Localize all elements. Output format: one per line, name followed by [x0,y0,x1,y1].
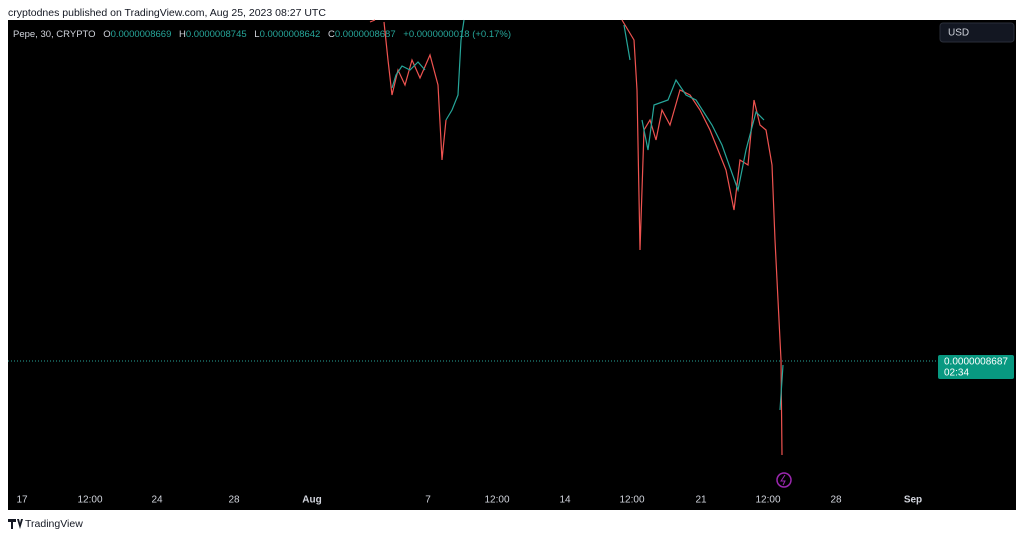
chart-area [8,20,1016,510]
brand-logo [8,519,23,529]
event-icon[interactable] [776,472,792,488]
x-tick-label: 7 [425,495,431,506]
x-axis: 17 12:00 24 28 Aug 7 12:00 14 12:00 21 1… [16,495,922,506]
x-tick-label: 21 [695,495,707,506]
price-label-box [938,355,1014,379]
brand[interactable]: TradingView [25,518,83,530]
currency[interactable]: USD [948,28,969,39]
c-label: C [328,29,335,40]
l-value: 0.0000008642 [260,29,321,40]
price-series [369,19,784,456]
header-title: cryptodnes published on TradingView.com,… [8,7,326,19]
h-value: 0.0000008745 [186,29,247,40]
legend: Pepe, 30, CRYPTO O0.0000008669 H0.000000… [13,29,511,40]
x-tick-label: 28 [830,495,842,506]
x-tick-label: 14 [559,495,571,506]
symbol: Pepe, 30, CRYPTO [13,29,96,40]
event-bolt [780,474,786,486]
x-tick-label: 28 [228,495,240,506]
change: +0.0000000018 (+0.17%) [403,29,511,40]
o-label: O [103,29,110,40]
o-value: 0.0000008669 [111,29,172,40]
x-tick-label: 12:00 [77,495,102,506]
x-tick-label: 12:00 [755,495,780,506]
countdown: 02:34 [944,368,969,379]
price-label: 0.0000008687 [944,357,1008,368]
x-tick-label: 17 [16,495,28,506]
x-tick-label: Aug [302,495,321,506]
x-tick-label: 12:00 [619,495,644,506]
x-tick-label: 24 [151,495,163,506]
l-label: L [254,29,259,40]
c-value: 0.0000008687 [335,29,396,40]
currency-button[interactable] [939,22,1015,43]
h-label: H [179,29,186,40]
x-tick-label: 12:00 [484,495,509,506]
x-tick-label: Sep [904,495,922,506]
